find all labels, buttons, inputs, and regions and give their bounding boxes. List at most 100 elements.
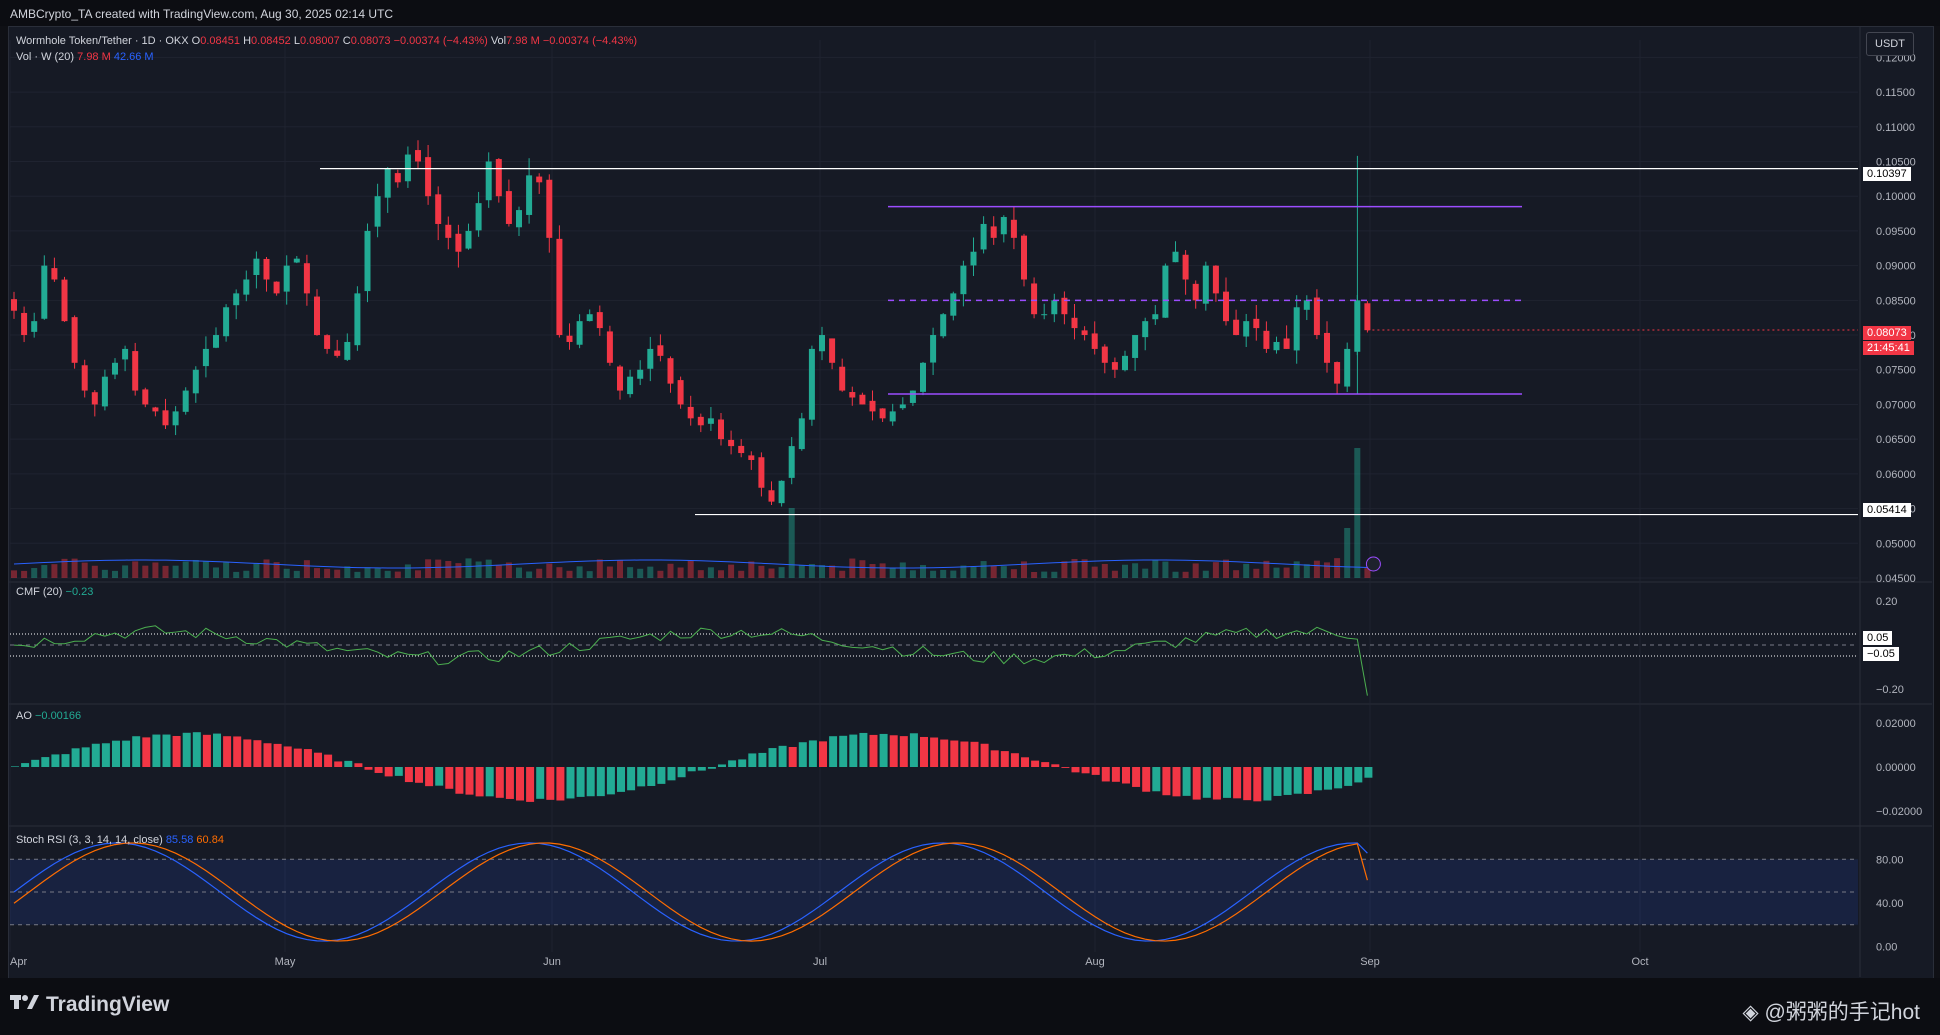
time-axis-label: May: [275, 956, 296, 968]
volume-bar: [637, 568, 644, 578]
volume-bar: [495, 565, 502, 578]
ao-bar: [647, 767, 656, 786]
ao-bar: [768, 748, 777, 767]
volume-bar: [1212, 562, 1219, 578]
ao-bar: [213, 733, 221, 767]
candle-body: [1142, 321, 1149, 338]
ao-bar: [637, 767, 646, 787]
price-axis-label: 0.07000: [1876, 399, 1916, 411]
volume-bar: [283, 568, 290, 578]
cmf-axis-label: 0.20: [1876, 596, 1897, 608]
symbol-name[interactable]: Wormhole Token/Tether · 1D · OKX: [16, 35, 189, 47]
volume-ma-line: [13, 559, 1368, 569]
cmf-axis-label: −0.20: [1876, 684, 1904, 696]
candle-body: [1212, 265, 1219, 294]
ao-label[interactable]: AO: [16, 710, 32, 722]
volume-bar: [808, 564, 815, 578]
volume-bar: [940, 569, 947, 578]
ao-bar: [596, 767, 605, 797]
ao-bar: [697, 767, 706, 771]
candle-body: [889, 411, 896, 422]
volume-bar: [758, 565, 765, 578]
candle-body: [950, 293, 957, 316]
volume-bar: [1344, 528, 1351, 578]
volume-bar: [1253, 568, 1260, 578]
candle-body: [1010, 219, 1017, 238]
ao-bar: [909, 733, 918, 767]
ao-bar: [1091, 767, 1100, 775]
candle-body: [899, 404, 906, 409]
ao-bar: [1152, 767, 1161, 792]
candle-body: [1081, 330, 1088, 336]
chart-area[interactable]: [8, 26, 1934, 980]
candle-body: [718, 419, 724, 440]
volume-bar: [677, 567, 684, 578]
volume-bar: [859, 560, 866, 578]
ao-bar: [162, 734, 171, 767]
volume-bar: [192, 559, 199, 578]
volume-bar: [354, 571, 361, 578]
high-value: 0.08452: [251, 35, 291, 47]
candle-body: [1263, 330, 1270, 349]
ao-bar: [526, 767, 535, 802]
price-axis-label: 0.11500: [1876, 87, 1915, 99]
volume-bar: [1223, 559, 1229, 578]
ao-bar: [425, 767, 434, 787]
ao-bar: [223, 736, 232, 767]
ao-bar: [1324, 767, 1332, 790]
cmf-label[interactable]: CMF (20): [16, 586, 63, 598]
ao-bar: [152, 734, 161, 767]
stoch-label[interactable]: Stoch RSI (3, 3, 14, 14, close): [16, 834, 163, 846]
header-title: AMBCrypto_TA created with TradingView.co…: [10, 7, 394, 21]
candle-body: [485, 161, 492, 201]
volume-bar: [1182, 571, 1189, 578]
candle-body: [122, 348, 129, 360]
volume-bar: [213, 567, 219, 578]
low-label: L: [293, 35, 300, 47]
ao-bar: [1010, 753, 1019, 767]
ao-bar: [819, 741, 827, 767]
volume-bar: [1233, 570, 1240, 578]
volume-bar: [21, 570, 28, 578]
candle-body: [112, 362, 118, 375]
volume-bar: [445, 560, 452, 578]
tradingview-logo[interactable]: TradingView: [10, 993, 169, 1017]
stoch-k-value: 85.58: [165, 834, 194, 846]
ao-bar: [970, 741, 979, 767]
vol-ma-label[interactable]: Vol · W (20): [16, 51, 75, 63]
candle-body: [788, 446, 795, 478]
candle-body: [1101, 346, 1108, 363]
candle-body: [172, 411, 179, 426]
cmf-lower-tag: −0.05: [1863, 647, 1899, 661]
volume-bar: [819, 565, 825, 578]
volume-bar: [526, 571, 533, 578]
ao-bar: [859, 732, 868, 767]
ao-bar: [435, 767, 444, 786]
ao-bar: [586, 767, 595, 797]
candle-body: [142, 389, 149, 405]
vol-ma-value-2: 42.66 M: [113, 51, 154, 63]
candle-body: [11, 299, 17, 311]
ao-bar: [566, 767, 575, 799]
candle-body: [1162, 265, 1169, 318]
volume-bar: [879, 563, 886, 578]
ao-bar: [677, 767, 686, 778]
volume-bar: [1122, 564, 1128, 578]
ao-bar: [667, 767, 676, 781]
ao-bar: [495, 767, 504, 798]
ao-bar: [505, 767, 514, 799]
volume-bar: [314, 568, 320, 578]
volume-bar: [1334, 558, 1341, 578]
ao-bar: [172, 735, 181, 767]
ao-bar: [778, 745, 787, 767]
volume-bar: [61, 558, 68, 578]
volume-bar: [1293, 561, 1300, 578]
price-axis-label: 0.09000: [1876, 261, 1916, 273]
volume-bar: [1132, 563, 1139, 578]
currency-button[interactable]: USDT: [1866, 32, 1914, 56]
volume-bar: [172, 565, 179, 578]
ao-bar: [980, 743, 989, 767]
candle-body: [768, 490, 775, 502]
ao-bar: [404, 767, 413, 783]
